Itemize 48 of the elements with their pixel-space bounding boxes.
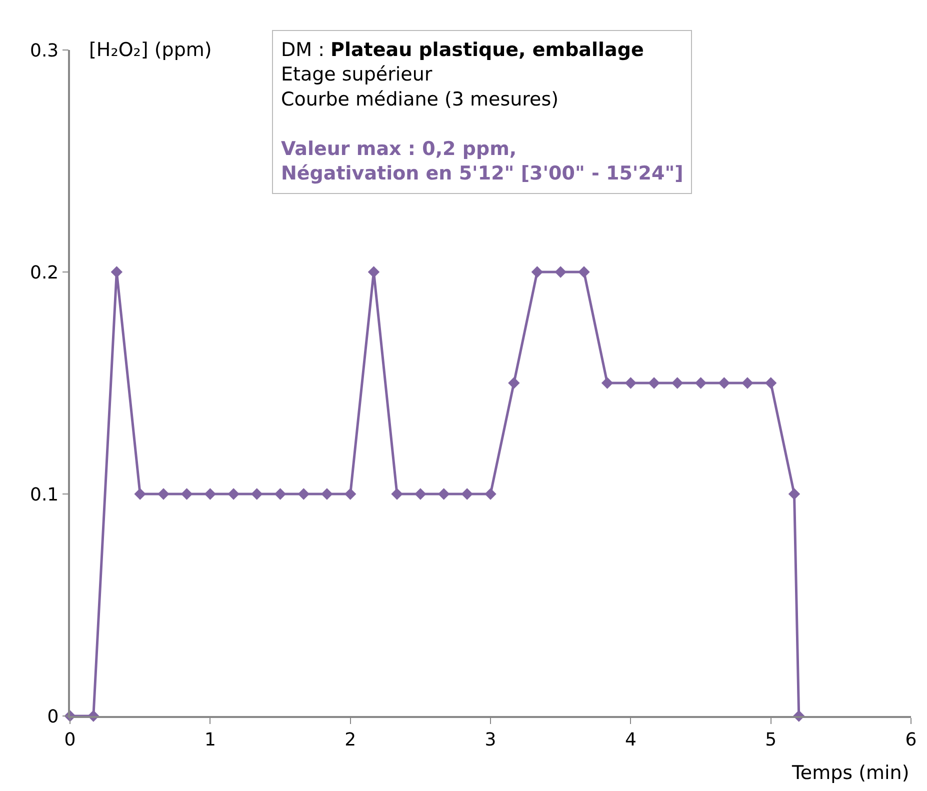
point	[461, 488, 473, 500]
annotation: DM : Plateau plastique, emballage	[281, 39, 644, 61]
point	[764, 377, 777, 389]
point	[368, 266, 380, 278]
point	[180, 488, 193, 500]
x-axis-title: Temps (min)	[791, 762, 910, 784]
x-tick-label: 0	[64, 729, 76, 750]
x-tick-label: 2	[344, 729, 356, 750]
point	[554, 266, 566, 278]
point	[110, 266, 123, 278]
annotation: Valeur max : 0,2 ppm,	[281, 138, 517, 160]
point	[274, 488, 286, 500]
point	[134, 488, 146, 500]
point	[788, 488, 800, 500]
point	[671, 377, 684, 389]
point	[204, 488, 216, 500]
point	[484, 488, 496, 500]
point	[601, 377, 614, 389]
point	[321, 488, 333, 500]
point	[742, 377, 754, 389]
point	[578, 266, 590, 278]
point	[694, 377, 707, 389]
point	[158, 488, 170, 500]
x-tick-label: 6	[905, 729, 917, 750]
point	[624, 377, 637, 389]
point	[391, 488, 403, 500]
x-tick-label: 5	[765, 729, 777, 750]
annotation: Négativation en 5'12" [3'00" - 15'24"]	[281, 162, 684, 184]
y-tick-label: 0	[47, 706, 59, 728]
y-axis-title: [H₂O₂] (ppm)	[89, 39, 212, 61]
point	[344, 488, 356, 500]
point	[250, 488, 263, 500]
annotation: Courbe médiane (3 mesures)	[281, 88, 559, 110]
x-tick-label: 1	[204, 729, 216, 750]
point	[438, 488, 450, 500]
point	[298, 488, 310, 500]
y-tick-label: 0.1	[30, 484, 59, 506]
x-tick-label: 3	[484, 729, 496, 750]
point	[508, 377, 520, 389]
y-tick-label: 0.3	[30, 40, 59, 62]
point	[531, 266, 544, 278]
point	[718, 377, 730, 389]
y-tick-label: 0.2	[30, 262, 59, 284]
point	[414, 488, 426, 500]
annotation: Etage supérieur	[281, 64, 432, 86]
x-tick-label: 4	[624, 729, 636, 750]
point	[648, 377, 660, 389]
point	[228, 488, 240, 500]
